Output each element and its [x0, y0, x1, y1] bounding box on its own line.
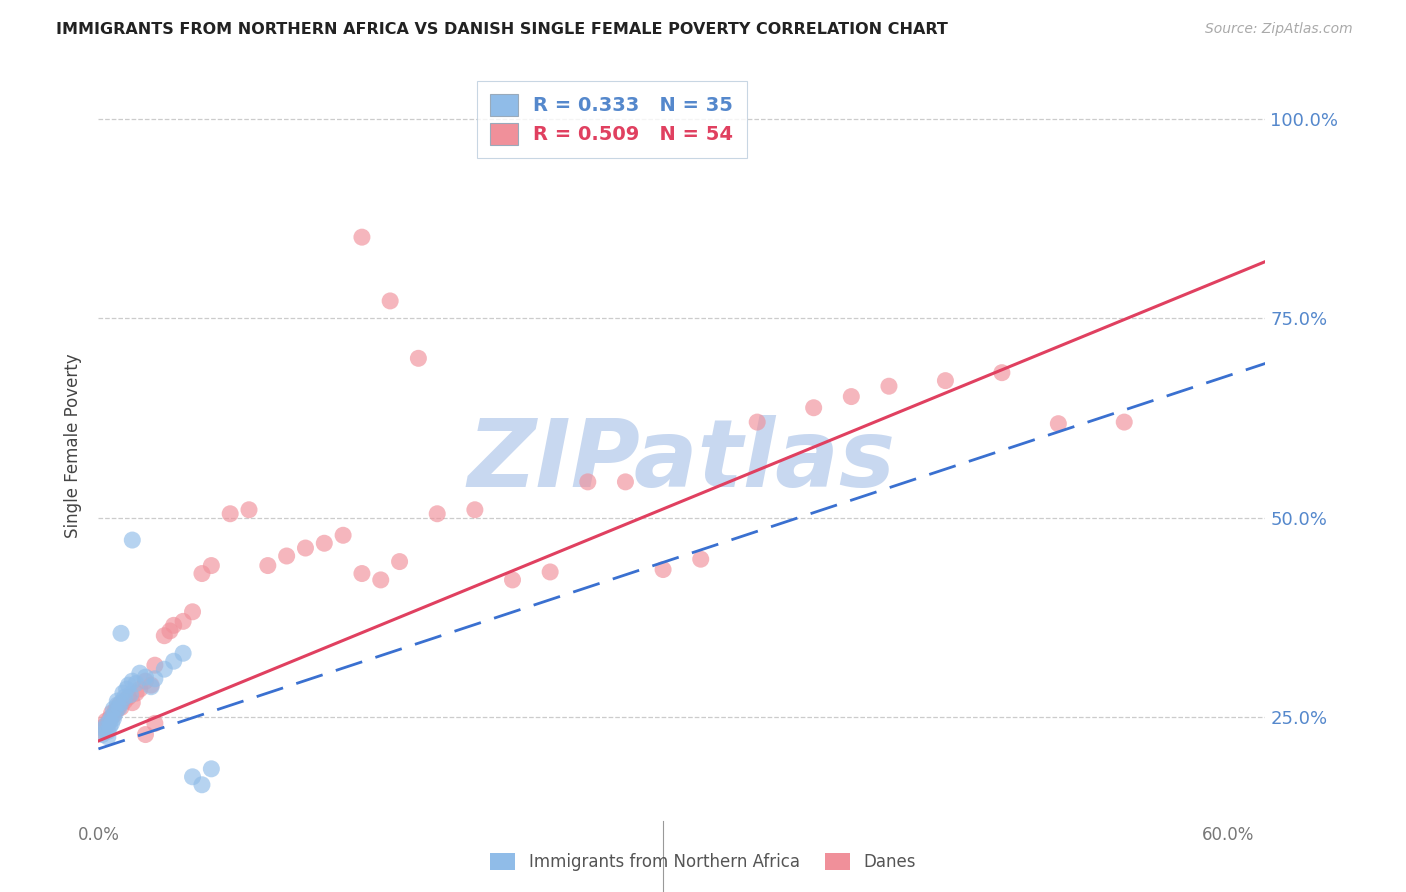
Point — [117, 690, 139, 704]
Point — [91, 727, 114, 741]
Point — [105, 694, 128, 708]
Point — [200, 762, 222, 776]
Point — [172, 646, 194, 660]
Point — [181, 605, 204, 619]
Point — [103, 702, 125, 716]
Point — [117, 678, 139, 692]
Point — [350, 230, 373, 244]
Point — [576, 475, 599, 489]
Point — [93, 720, 115, 734]
Point — [276, 549, 298, 563]
Point — [103, 708, 125, 723]
Point — [153, 629, 176, 643]
Point — [134, 670, 156, 684]
Y-axis label: Single Female Poverty: Single Female Poverty — [65, 354, 83, 538]
Point — [191, 566, 214, 581]
Point — [100, 716, 122, 731]
Point — [991, 366, 1014, 380]
Point — [652, 563, 675, 577]
Point — [105, 698, 128, 712]
Point — [163, 618, 186, 632]
Point — [121, 696, 143, 710]
Point — [747, 415, 769, 429]
Point — [350, 566, 373, 581]
Point — [408, 351, 430, 366]
Point — [128, 666, 150, 681]
Point — [105, 702, 128, 716]
Point — [238, 502, 260, 516]
Text: ZIPatlas: ZIPatlas — [468, 415, 896, 507]
Point — [97, 724, 120, 739]
Point — [100, 710, 122, 724]
Point — [128, 682, 150, 697]
Point — [143, 658, 166, 673]
Point — [314, 536, 336, 550]
Point — [93, 722, 115, 736]
Point — [256, 558, 278, 573]
Point — [1047, 417, 1070, 431]
Point — [139, 680, 162, 694]
Point — [110, 700, 132, 714]
Point — [115, 682, 138, 697]
Point — [689, 552, 711, 566]
Point — [104, 706, 127, 720]
Point — [94, 714, 117, 728]
Point — [91, 724, 114, 739]
Point — [332, 528, 354, 542]
Point — [139, 678, 162, 692]
Point — [111, 686, 134, 700]
Point — [104, 704, 127, 718]
Text: Source: ZipAtlas.com: Source: ZipAtlas.com — [1205, 22, 1353, 37]
Point — [538, 565, 561, 579]
Point — [219, 507, 242, 521]
Point — [120, 688, 142, 702]
Point — [370, 573, 392, 587]
Point — [134, 674, 156, 689]
Point — [153, 662, 176, 676]
Point — [426, 507, 449, 521]
Point — [108, 698, 131, 712]
Point — [98, 714, 121, 728]
Point — [172, 615, 194, 629]
Point — [159, 624, 181, 638]
Point — [388, 555, 411, 569]
Point — [114, 690, 136, 704]
Point — [502, 573, 524, 587]
Point — [934, 374, 956, 388]
Point — [200, 558, 222, 573]
Point — [839, 390, 862, 404]
Point — [380, 293, 402, 308]
Point — [181, 770, 204, 784]
Point — [121, 533, 143, 547]
Point — [143, 672, 166, 686]
Point — [125, 686, 148, 700]
Point — [94, 718, 117, 732]
Point — [100, 706, 122, 720]
Point — [114, 694, 136, 708]
Point — [110, 626, 132, 640]
Point — [163, 654, 186, 668]
Point — [125, 676, 148, 690]
Point — [134, 727, 156, 741]
Point — [97, 718, 120, 732]
Point — [294, 541, 316, 555]
Legend: Immigrants from Northern Africa, Danes: Immigrants from Northern Africa, Danes — [482, 845, 924, 880]
Point — [191, 778, 214, 792]
Point — [614, 475, 637, 489]
Text: IMMIGRANTS FROM NORTHERN AFRICA VS DANISH SINGLE FEMALE POVERTY CORRELATION CHAR: IMMIGRANTS FROM NORTHERN AFRICA VS DANIS… — [56, 22, 948, 37]
Point — [877, 379, 900, 393]
Point — [464, 502, 486, 516]
Point — [1114, 415, 1136, 429]
Point — [108, 700, 131, 714]
Point — [98, 720, 121, 734]
Point — [803, 401, 825, 415]
Legend: R = 0.333   N = 35, R = 0.509   N = 54: R = 0.333 N = 35, R = 0.509 N = 54 — [477, 81, 747, 158]
Point — [97, 730, 120, 744]
Point — [98, 712, 121, 726]
Point — [103, 712, 125, 726]
Point — [143, 716, 166, 731]
Point — [121, 674, 143, 689]
Point — [110, 696, 132, 710]
